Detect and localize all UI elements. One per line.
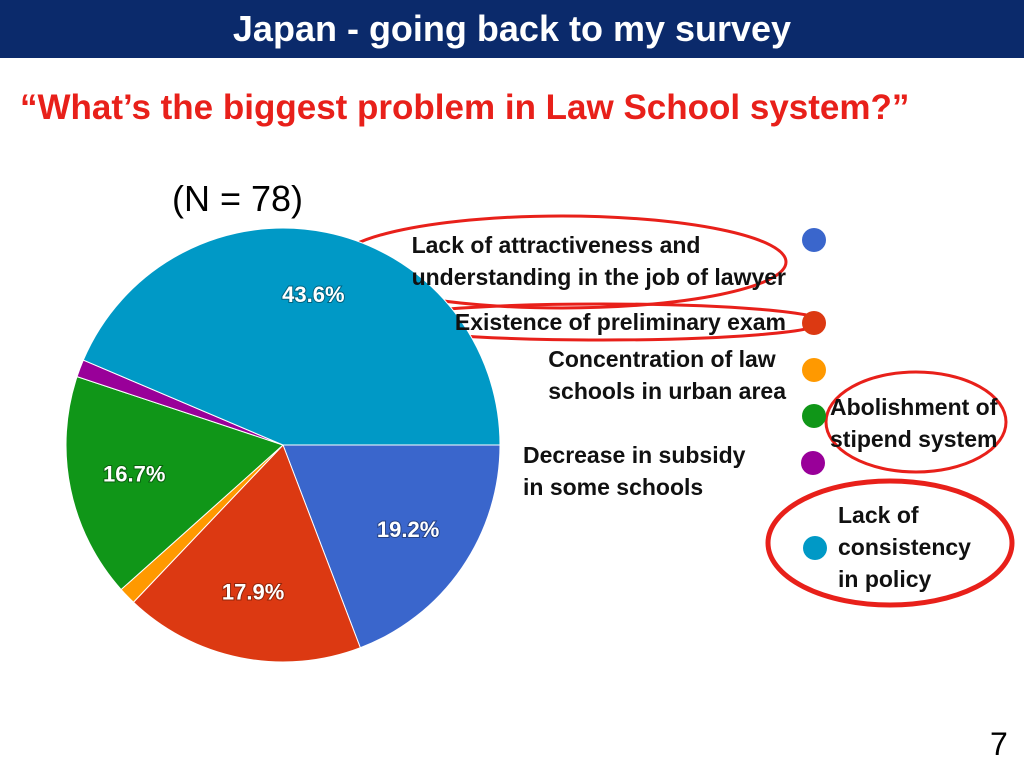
legend-label: Lack of attractiveness and understanding… [411, 232, 786, 290]
legend-marker [802, 228, 826, 252]
slice-label: 43.6% [282, 282, 344, 307]
legend-marker [802, 311, 826, 335]
slice-label: 17.9% [222, 580, 284, 605]
legend-marker [803, 536, 827, 560]
highlight-ellipse [824, 370, 1008, 474]
highlight-ellipse [765, 478, 1015, 608]
legend-marker [802, 358, 826, 382]
pie-slice [132, 444, 361, 663]
legend-label: Existence of preliminary exam [454, 309, 786, 335]
pie-slice [282, 444, 501, 649]
chart-title: “What’s the biggest problem in Law Schoo… [20, 88, 910, 127]
slice-label: 16.7% [103, 462, 165, 487]
page-number: 7 [990, 726, 1008, 762]
pie-slice [82, 227, 501, 446]
legend-marker [801, 451, 825, 475]
legend-label: Abolishment of stipend system [830, 394, 998, 452]
legend-marker [802, 404, 826, 428]
legend-label: Lack of consistency in policy [838, 502, 971, 592]
slide-title: Japan - going back to my survey [232, 8, 792, 49]
chart-subtitle: (N = 78) [172, 178, 304, 219]
legend-label: Concentration of law schools in urban ar… [548, 346, 786, 404]
header-bar [0, 0, 1024, 58]
legend-label: Decrease in subsidy in some schools [523, 442, 746, 500]
pie-slice [65, 376, 284, 591]
slice-label: 19.2% [377, 517, 439, 542]
